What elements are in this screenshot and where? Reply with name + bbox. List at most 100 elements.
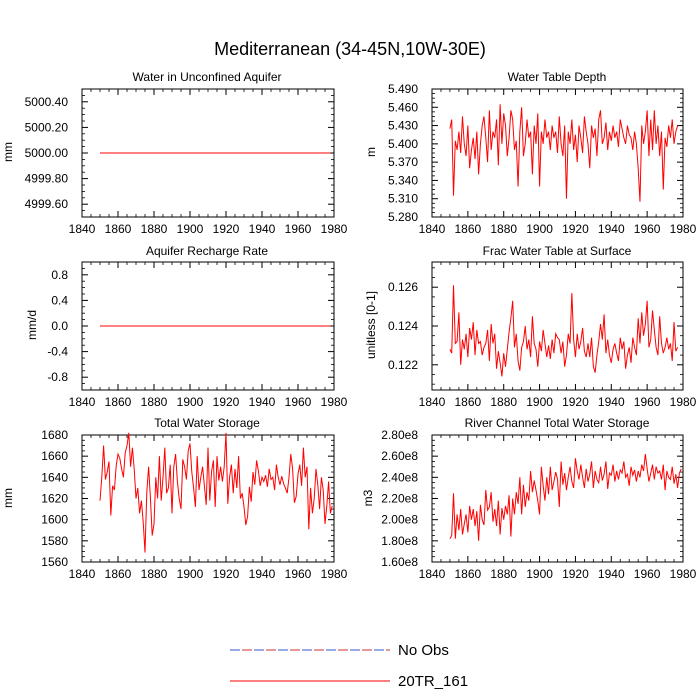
x-tick-label: 1960 bbox=[634, 567, 661, 581]
series-line-20tr-161 bbox=[449, 104, 679, 202]
y-tick-label: 1600 bbox=[41, 513, 68, 527]
y-axis-label: m3 bbox=[361, 489, 375, 506]
y-tick-label: 5.490 bbox=[388, 82, 418, 96]
y-tick-label: 2.60e8 bbox=[381, 449, 418, 463]
panel-frac-water-table-at-surface: 1840 1860 1880 1900 1920 1940 1960 1980 0.122 0.1… bbox=[364, 244, 697, 409]
x-tick-label: 1940 bbox=[249, 222, 276, 236]
y-tick-label: 1660 bbox=[41, 449, 68, 463]
y-tick-label: 5.340 bbox=[388, 173, 418, 187]
plot-area: 1840 1860 1880 1900 1920 1940 1960 1980 1560 1580… bbox=[41, 428, 347, 581]
y-tick-label: 5.280 bbox=[388, 210, 418, 224]
y-tick-label: 2.40e8 bbox=[381, 470, 418, 484]
plot-area: 1840 1860 1880 1900 1920 1940 1960 1980 1.60e8 1.… bbox=[381, 428, 696, 581]
legend-label-no-obs: No Obs bbox=[398, 642, 449, 659]
x-tick-label: 1900 bbox=[526, 567, 553, 581]
y-tick-label: 0.122 bbox=[388, 358, 418, 372]
x-tick-label: 1860 bbox=[455, 567, 482, 581]
panel-title: River Channel Total Water Storage bbox=[465, 416, 650, 430]
y-tick-label: 1620 bbox=[41, 492, 68, 506]
panel-total-water-storage: 1840 1860 1880 1900 1920 1940 1960 1980 1560 1580… bbox=[1, 416, 348, 581]
x-tick-label: 1840 bbox=[419, 395, 446, 409]
x-tick-label: 1920 bbox=[213, 395, 240, 409]
y-tick-label: 4999.60 bbox=[25, 197, 69, 211]
y-tick-label: 5000.00 bbox=[25, 146, 69, 160]
x-tick-label: 1960 bbox=[634, 222, 661, 236]
x-tick-label: 1940 bbox=[598, 395, 625, 409]
x-tick-label: 1920 bbox=[213, 222, 240, 236]
x-tick-label: 1940 bbox=[249, 567, 276, 581]
x-tick-label: 1900 bbox=[526, 222, 553, 236]
panel-title: Total Water Storage bbox=[154, 416, 260, 430]
y-tick-label: 1.60e8 bbox=[381, 555, 418, 569]
y-tick-label: 1680 bbox=[41, 428, 68, 442]
y-tick-label: 5000.20 bbox=[25, 120, 69, 134]
y-tick-label: 5.460 bbox=[388, 100, 418, 114]
y-tick-label: 5000.40 bbox=[25, 95, 69, 109]
x-tick-label: 1920 bbox=[562, 395, 589, 409]
x-tick-label: 1960 bbox=[285, 567, 312, 581]
x-tick-label: 1860 bbox=[105, 395, 132, 409]
plot-area: 1840 1860 1880 1900 1920 1940 1960 1980 -0.8 -0.4… bbox=[47, 261, 348, 409]
x-tick-label: 1980 bbox=[670, 395, 697, 409]
y-tick-label: 0.124 bbox=[388, 319, 418, 333]
panel-aquifer-recharge-rate: 1840 1860 1880 1900 1920 1940 1960 1980 -0.8 -0.4… bbox=[25, 244, 348, 409]
y-tick-label: 4999.80 bbox=[25, 172, 69, 186]
x-tick-label: 1980 bbox=[321, 222, 348, 236]
x-tick-label: 1940 bbox=[598, 222, 625, 236]
x-tick-label: 1900 bbox=[177, 395, 204, 409]
x-tick-label: 1980 bbox=[670, 567, 697, 581]
panel-river-channel-total-water-storage: 1840 1860 1880 1900 1920 1940 1960 1980 1.60e8 1.… bbox=[361, 416, 697, 581]
y-tick-label: 1560 bbox=[41, 555, 68, 569]
x-tick-label: 1880 bbox=[490, 567, 517, 581]
panel-title: Aquifer Recharge Rate bbox=[146, 244, 268, 258]
y-tick-label: 5.430 bbox=[388, 119, 418, 133]
y-tick-label: 5.400 bbox=[388, 137, 418, 151]
y-tick-label: 0.8 bbox=[51, 268, 68, 282]
x-tick-label: 1880 bbox=[141, 222, 168, 236]
x-tick-label: 1920 bbox=[213, 567, 240, 581]
x-tick-label: 1840 bbox=[419, 222, 446, 236]
x-tick-label: 1900 bbox=[526, 395, 553, 409]
x-tick-label: 1860 bbox=[455, 222, 482, 236]
y-axis-label: mm bbox=[1, 142, 15, 162]
x-tick-label: 1840 bbox=[419, 567, 446, 581]
y-tick-label: -0.8 bbox=[47, 370, 68, 384]
x-tick-label: 1960 bbox=[285, 222, 312, 236]
y-tick-label: 1580 bbox=[41, 534, 68, 548]
y-tick-label: 1.80e8 bbox=[381, 534, 418, 548]
x-tick-label: 1840 bbox=[69, 222, 96, 236]
y-tick-label: 0.4 bbox=[51, 293, 68, 307]
x-tick-label: 1880 bbox=[490, 395, 517, 409]
y-tick-label: 0.0 bbox=[51, 319, 68, 333]
x-tick-label: 1900 bbox=[177, 567, 204, 581]
plot-area: 1840 1860 1880 1900 1920 1940 1960 1980 0.122 0.1… bbox=[388, 261, 697, 409]
legend-label-20tr-161: 20TR_161 bbox=[398, 673, 468, 690]
figure-title: Mediterranean (34-45N,10W-30E) bbox=[214, 39, 486, 59]
panel-title: Water Table Depth bbox=[508, 70, 607, 84]
x-tick-label: 1980 bbox=[670, 222, 697, 236]
y-tick-label: 2.20e8 bbox=[381, 492, 418, 506]
legend: No Obs 20TR_161 bbox=[230, 642, 468, 690]
y-tick-label: 2.00e8 bbox=[381, 513, 418, 527]
y-tick-label: 1640 bbox=[41, 470, 68, 484]
x-tick-label: 1900 bbox=[177, 222, 204, 236]
panel-water-in-unconfined-aquifer: 1840 1860 1880 1900 1920 1940 1960 1980 4999.60 4… bbox=[1, 70, 348, 236]
x-tick-label: 1920 bbox=[562, 222, 589, 236]
x-tick-label: 1880 bbox=[490, 222, 517, 236]
y-tick-label: 5.370 bbox=[388, 155, 418, 169]
y-axis-label: unitless [0-1] bbox=[364, 291, 378, 359]
series-line-20tr-161 bbox=[449, 285, 679, 377]
x-tick-label: 1940 bbox=[598, 567, 625, 581]
x-tick-label: 1840 bbox=[69, 567, 96, 581]
x-tick-label: 1860 bbox=[105, 567, 132, 581]
y-tick-label: 2.80e8 bbox=[381, 428, 418, 442]
series-line-20tr-161 bbox=[99, 432, 333, 553]
x-tick-label: 1840 bbox=[69, 395, 96, 409]
panel-title: Frac Water Table at Surface bbox=[483, 244, 632, 258]
y-tick-label: -0.4 bbox=[47, 345, 68, 359]
panel-water-table-depth: 1840 1860 1880 1900 1920 1940 1960 1980 5.280 5.3… bbox=[364, 70, 697, 236]
y-tick-label: 5.310 bbox=[388, 192, 418, 206]
x-tick-label: 1980 bbox=[321, 567, 348, 581]
x-tick-label: 1880 bbox=[141, 567, 168, 581]
